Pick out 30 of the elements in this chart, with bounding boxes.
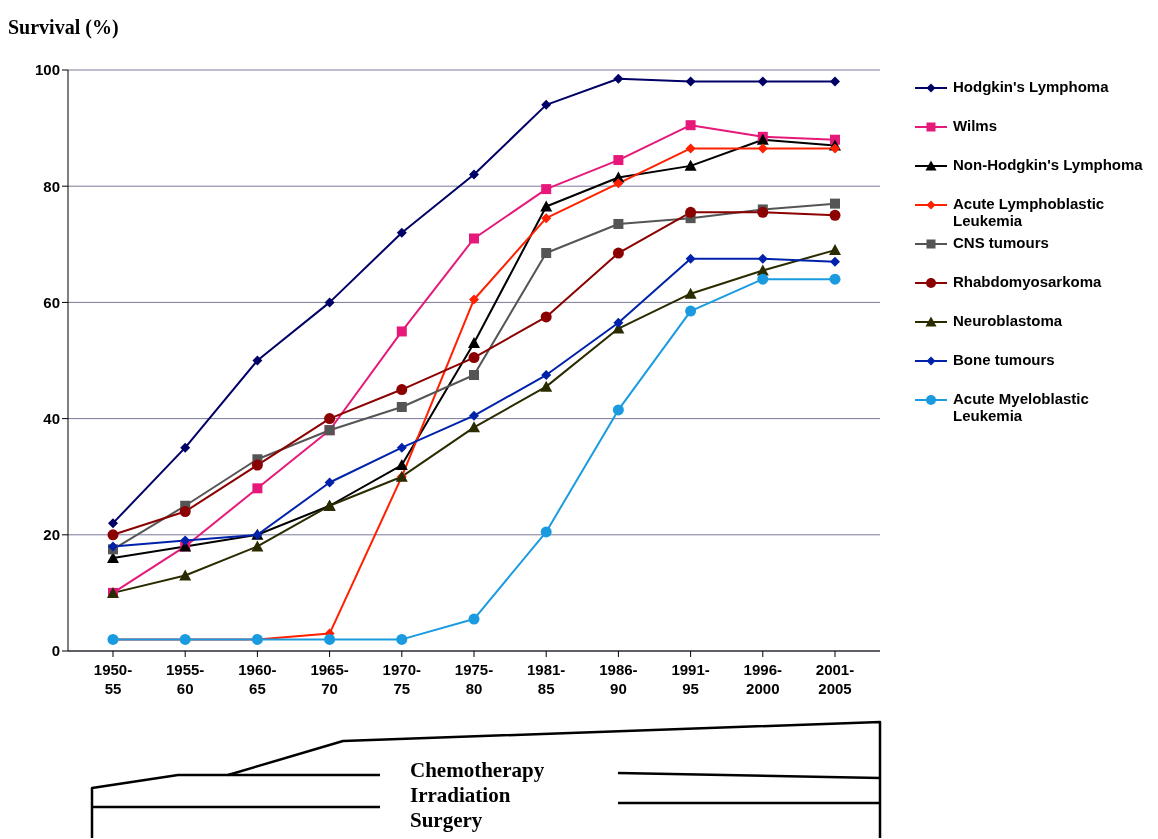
y-tick-label: 20 bbox=[43, 526, 60, 544]
x-tick-label: 2001-2005 bbox=[815, 661, 855, 697]
y-tick-label: 40 bbox=[43, 409, 60, 427]
legend-label: Acute Myeloblastic Leukemia bbox=[953, 390, 1090, 424]
y-axis-title: Survival (%) bbox=[8, 16, 119, 39]
y-tick-label: 0 bbox=[51, 642, 60, 660]
x-tick-label: 1970-75 bbox=[382, 661, 421, 697]
legend-label: Bone tumours bbox=[953, 351, 1056, 368]
x-tick-label: 1986-90 bbox=[599, 661, 638, 697]
legend-label: CNS tumours bbox=[953, 234, 1050, 251]
legend-label: Rhabdomyosarkoma bbox=[953, 273, 1103, 290]
y-tick-label: 80 bbox=[43, 177, 60, 195]
x-tick-label: 1950-55 bbox=[93, 661, 133, 697]
legend-label: Neuroblastoma bbox=[953, 312, 1064, 329]
y-tick-label: 100 bbox=[34, 61, 60, 79]
text: Surgery bbox=[410, 808, 484, 833]
legend-label: Non-Hodgkin's Lymphoma bbox=[953, 156, 1144, 173]
x-tick-label: 1991-95 bbox=[671, 661, 710, 697]
y-tick-label: 60 bbox=[43, 293, 60, 311]
x-tick-label: 1996-2000 bbox=[743, 661, 782, 697]
text: Chemotherapy bbox=[410, 758, 545, 783]
x-tick-label: 1981-85 bbox=[527, 661, 566, 697]
x-tick-label: 1975-80 bbox=[454, 661, 494, 697]
text: Irradiation bbox=[410, 783, 512, 808]
legend-label: Hodgkin's Lymphoma bbox=[953, 78, 1110, 95]
legend-label: Acute Lymphoblastic Leukemia bbox=[953, 195, 1106, 229]
x-tick-label: 1960-65 bbox=[238, 661, 277, 697]
x-tick-label: 1955-60 bbox=[166, 661, 205, 697]
legend-label: Wilms bbox=[953, 117, 999, 134]
x-tick-label: 1965-70 bbox=[310, 661, 349, 697]
